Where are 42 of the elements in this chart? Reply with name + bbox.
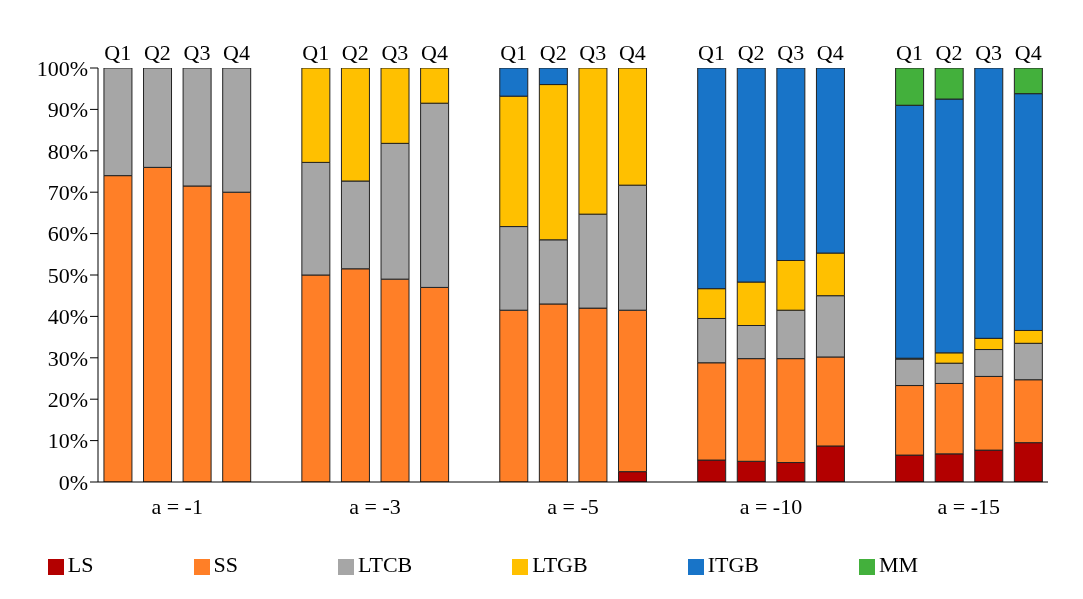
y-tick-label: 30%: [47, 345, 88, 371]
text: a = -15: [937, 494, 1001, 519]
y-tick-label: 0%: [58, 469, 88, 495]
x-tick-label: Q1: [896, 40, 923, 65]
legend-label: LS: [67, 552, 94, 577]
x-tick-label: Q3: [381, 40, 409, 65]
x-tick-label: Q4: [421, 40, 448, 65]
y-tick-label: 60%: [47, 221, 88, 247]
x-tick-label: Q3: [579, 40, 607, 65]
text: a = -1: [151, 494, 203, 519]
x-tick-label: Q4: [618, 40, 646, 65]
text: a = -5: [547, 494, 599, 519]
x-tick-label: Q2: [341, 40, 369, 65]
legend-label: LTGB: [532, 552, 588, 577]
legend-label: MM: [879, 552, 919, 577]
y-tick-label: 80%: [47, 138, 88, 164]
y-tick-label: 40%: [47, 304, 88, 330]
x-tick-label: Q4: [1014, 40, 1042, 65]
x-tick-label: Q2: [935, 40, 963, 65]
x-tick-label: Q3: [183, 40, 211, 65]
y-tick-label: 70%: [47, 180, 88, 206]
x-tick-label: Q4: [223, 40, 250, 65]
x-tick-label: Q3: [975, 40, 1003, 65]
x-tick-label: Q3: [777, 40, 805, 65]
x-tick-label: Q4: [816, 40, 844, 65]
legend-label: LTCB: [358, 552, 413, 577]
y-tick-label: 10%: [47, 428, 88, 454]
text: a = -10: [739, 494, 803, 519]
y-tick-label: 20%: [47, 387, 88, 413]
x-tick-label: Q1: [698, 40, 725, 65]
y-tick-label: 50%: [47, 262, 88, 288]
x-tick-label: Q2: [539, 40, 567, 65]
y-tick-label: 90%: [47, 97, 88, 123]
legend-label: ITGB: [707, 552, 759, 577]
legend-label: SS: [213, 552, 239, 577]
x-tick-label: Q1: [104, 40, 132, 65]
y-tick-label: 100%: [36, 55, 88, 81]
x-tick-label: Q2: [143, 40, 171, 65]
x-tick-label: Q2: [737, 40, 765, 65]
x-tick-label: Q1: [302, 40, 330, 65]
x-tick-label: Q1: [500, 40, 528, 65]
text: a = -3: [349, 494, 401, 519]
